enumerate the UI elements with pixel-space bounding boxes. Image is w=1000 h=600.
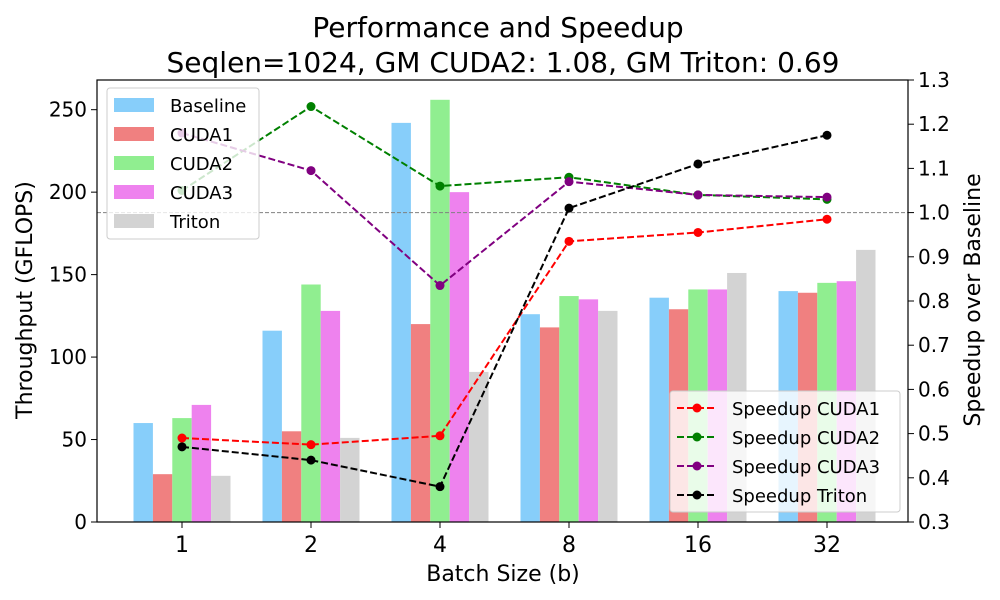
- bar-cuda2-8: [559, 296, 579, 522]
- y-left-tick-label-50: 50: [62, 428, 87, 452]
- point-speedup-cuda1-4: [435, 431, 445, 441]
- bar-cuda1-8: [539, 327, 560, 522]
- chart-title-line1: Performance and Speedup: [312, 11, 683, 44]
- bar-baseline-2: [262, 330, 282, 522]
- y-left-tick-label-100: 100: [49, 345, 87, 369]
- bar-cuda3-1: [191, 404, 212, 522]
- bar-baseline-8: [520, 314, 540, 522]
- plot-area: 1 2 4 8 16 32 0 50 100 150 200 250 0.3 0.4 0.5 0.6 0.7 0.…: [49, 68, 950, 558]
- bar-cuda1-4: [410, 324, 431, 522]
- bar-cuda2-1: [172, 418, 192, 522]
- point-speedup-cuda2-4: [435, 181, 445, 191]
- legend-swatch-triton: [114, 214, 154, 228]
- legend-label-baseline: Baseline: [170, 96, 246, 117]
- point-speedup-cuda3-32: [822, 192, 832, 202]
- y-right-tick-label-0.8: 0.8: [918, 289, 950, 313]
- y-left-tick-label-150: 150: [49, 263, 87, 287]
- y-left-tick-label-200: 200: [49, 180, 87, 204]
- point-speedup-cuda3-2: [306, 166, 316, 176]
- point-speedup-cuda1-8: [564, 236, 574, 246]
- legend-marker-speedup-triton: [692, 490, 702, 500]
- bar-triton-4: [469, 371, 489, 522]
- point-speedup-triton-2: [306, 455, 316, 465]
- legend-label-cuda3: CUDA3: [170, 183, 233, 204]
- legend-label-speedup-cuda1: Speedup CUDA1: [732, 399, 880, 420]
- legend-swatch-cuda1: [114, 127, 154, 141]
- point-speedup-cuda1-2: [306, 440, 316, 450]
- point-speedup-triton-16: [693, 159, 703, 169]
- y-right-tick-label-1.2: 1.2: [918, 112, 950, 136]
- y-axis-left-label: Throughput (GFLOPS): [13, 181, 38, 420]
- x-tick-label-1: 1: [175, 533, 189, 558]
- bar-cuda3-4: [449, 192, 470, 523]
- line-legend-box: [669, 390, 901, 513]
- bar-baseline-4: [391, 122, 411, 522]
- line-speedup-cuda3: [181, 132, 828, 287]
- line-legend: Speedup CUDA1 Speedup CUDA2 Speedup CUDA3 S…: [669, 390, 901, 513]
- point-speedup-cuda2-2: [306, 102, 316, 112]
- point-speedup-cuda3-16: [693, 190, 703, 200]
- point-speedup-cuda3-4: [435, 281, 445, 291]
- y-right-tick-label-1.0: 1.0: [918, 201, 950, 225]
- y-right-tick-label-0.5: 0.5: [918, 422, 950, 446]
- bar-cuda2-2: [301, 284, 321, 522]
- point-speedup-cuda3-8: [564, 177, 574, 187]
- bar-cuda3-8: [578, 299, 599, 522]
- x-tick-label-2: 2: [304, 533, 318, 558]
- point-speedup-triton-1: [177, 442, 187, 452]
- bar-cuda1-2: [281, 431, 302, 522]
- legend-label-cuda2: CUDA2: [170, 154, 233, 175]
- bar-baseline-1: [133, 423, 153, 522]
- y-right-tick-label-0.6: 0.6: [918, 377, 950, 401]
- y-right-tick-label-0.9: 0.9: [918, 245, 950, 269]
- bar-legend-box: [106, 87, 260, 240]
- legend-swatch-cuda2: [114, 156, 154, 170]
- legend-swatch-baseline: [114, 98, 154, 112]
- legend-marker-speedup-cuda3: [692, 461, 702, 471]
- legend-marker-speedup-cuda2: [692, 432, 702, 442]
- bar-cuda2-4: [430, 99, 450, 522]
- legend-label-speedup-cuda3: Speedup CUDA3: [732, 457, 880, 478]
- legend-label-cuda1: CUDA1: [170, 125, 233, 146]
- bar-cuda1-1: [152, 474, 173, 522]
- legend-label-speedup-cuda2: Speedup CUDA2: [732, 428, 880, 449]
- line-speedup-cuda2: [181, 105, 828, 201]
- legend-swatch-cuda3: [114, 185, 154, 199]
- y-right-tick-label-0.4: 0.4: [918, 466, 950, 490]
- y-right-tick-label-1.1: 1.1: [918, 156, 950, 180]
- chart-title-line2: Seqlen=1024, GM CUDA2: 1.08, GM Triton: …: [167, 46, 840, 79]
- x-tick-label-16: 16: [684, 533, 712, 558]
- legend-label-triton: Triton: [169, 212, 220, 233]
- y-right-tick-label-0.7: 0.7: [918, 333, 950, 357]
- point-speedup-cuda1-32: [822, 214, 832, 224]
- bar-triton-8: [598, 310, 618, 522]
- x-tick-label-4: 4: [433, 533, 447, 558]
- point-speedup-triton-32: [822, 130, 832, 140]
- y-right-tick-label-1.3: 1.3: [918, 68, 950, 92]
- y-left-tick-label-250: 250: [49, 98, 87, 122]
- line-speedup-cuda1: [181, 218, 828, 446]
- y-right-tick-label-0.3: 0.3: [918, 510, 950, 534]
- y-left-tick-label-0: 0: [74, 510, 87, 534]
- point-speedup-cuda1-1: [177, 433, 187, 443]
- legend-label-speedup-triton: Speedup Triton: [732, 486, 867, 507]
- x-axis-label: Batch Size (b): [426, 562, 580, 587]
- point-speedup-triton-4: [435, 482, 445, 492]
- y-axis-right-label: Speedup over Baseline: [961, 173, 986, 426]
- bar-triton-2: [340, 437, 360, 522]
- bar-triton-1: [211, 475, 231, 522]
- line-speedup-triton: [181, 134, 828, 488]
- bar-legend: Baseline CUDA1 CUDA2 CUDA3 Triton: [106, 87, 260, 240]
- legend-marker-speedup-cuda1: [692, 403, 702, 413]
- bar-cuda3-2: [320, 310, 341, 522]
- x-tick-label-32: 32: [813, 533, 841, 558]
- point-speedup-cuda1-16: [693, 227, 703, 237]
- x-tick-label-8: 8: [562, 533, 576, 558]
- bar-baseline-16: [649, 297, 669, 522]
- point-speedup-triton-8: [564, 203, 574, 213]
